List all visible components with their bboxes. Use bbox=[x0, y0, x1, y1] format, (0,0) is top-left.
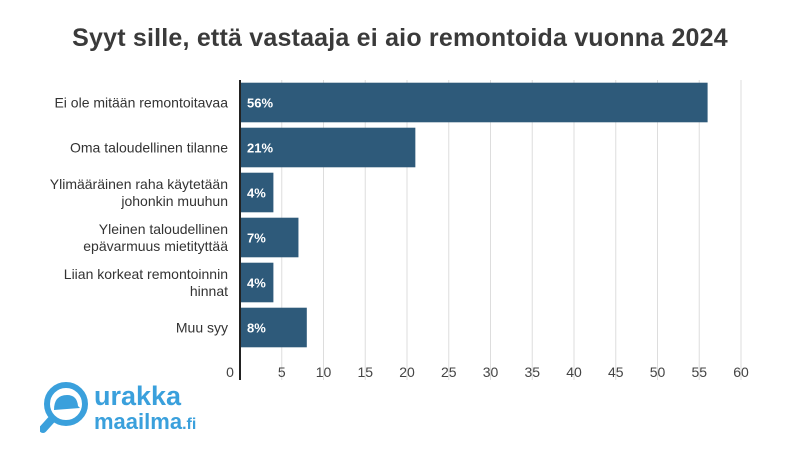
category-label: Yleinen taloudellinen epävarmuus mietityt… bbox=[83, 221, 228, 254]
category-label: Ei ole mitään remontoitavaa bbox=[54, 95, 228, 111]
x-tick-label: 50 bbox=[650, 364, 666, 380]
urakkamaailma-logo: urakka maailma.fi bbox=[40, 381, 196, 434]
category-label: Oma taloudellinen tilanne bbox=[70, 140, 228, 156]
data-label: 4% bbox=[247, 186, 266, 201]
x-tick-label: 0 bbox=[226, 364, 234, 380]
bar bbox=[240, 82, 708, 123]
bar bbox=[240, 217, 299, 258]
bars: 56% 21% 4% 7% 4% 8% bbox=[240, 82, 708, 348]
category-label: Liian korkeat remontoinnin hinnat bbox=[64, 266, 228, 299]
x-tick-label: 30 bbox=[483, 364, 499, 380]
x-tick-label: 15 bbox=[357, 364, 373, 380]
bar bbox=[240, 262, 274, 303]
x-tick-label: 45 bbox=[608, 364, 624, 380]
data-label: 4% bbox=[247, 276, 266, 291]
x-tick-label: 55 bbox=[691, 364, 707, 380]
x-tick-label: 60 bbox=[733, 364, 749, 380]
bar bbox=[240, 307, 307, 348]
category-label: Ylimääräinen raha käytetään johonkin muuh… bbox=[50, 176, 228, 209]
logo-text-urakka: urakka bbox=[94, 381, 182, 411]
data-label: 7% bbox=[247, 231, 266, 246]
x-tick-label: 35 bbox=[524, 364, 540, 380]
data-label: 8% bbox=[247, 321, 266, 336]
x-tick-label: 5 bbox=[278, 364, 286, 380]
x-tick-label: 20 bbox=[399, 364, 415, 380]
chart-title: Syyt sille, että vastaaja ei aio remonto… bbox=[72, 24, 728, 52]
x-tick-label: 25 bbox=[441, 364, 457, 380]
data-label: 21% bbox=[247, 141, 273, 156]
category-labels: Ei ole mitään remontoitavaa Oma taloudell… bbox=[50, 95, 228, 336]
bar bbox=[240, 172, 274, 213]
logo-text-maailma: maailma.fi bbox=[94, 409, 196, 434]
x-tick-label: 40 bbox=[566, 364, 582, 380]
x-tick-labels: 0 5 10 15 20 25 30 35 40 45 50 55 60 bbox=[226, 364, 749, 380]
category-label: Muu syy bbox=[176, 320, 228, 336]
data-label: 56% bbox=[247, 96, 273, 111]
bar bbox=[240, 127, 416, 168]
x-tick-label: 10 bbox=[316, 364, 332, 380]
grid-lines bbox=[281, 80, 742, 380]
magnifier-helmet-icon bbox=[40, 382, 88, 433]
